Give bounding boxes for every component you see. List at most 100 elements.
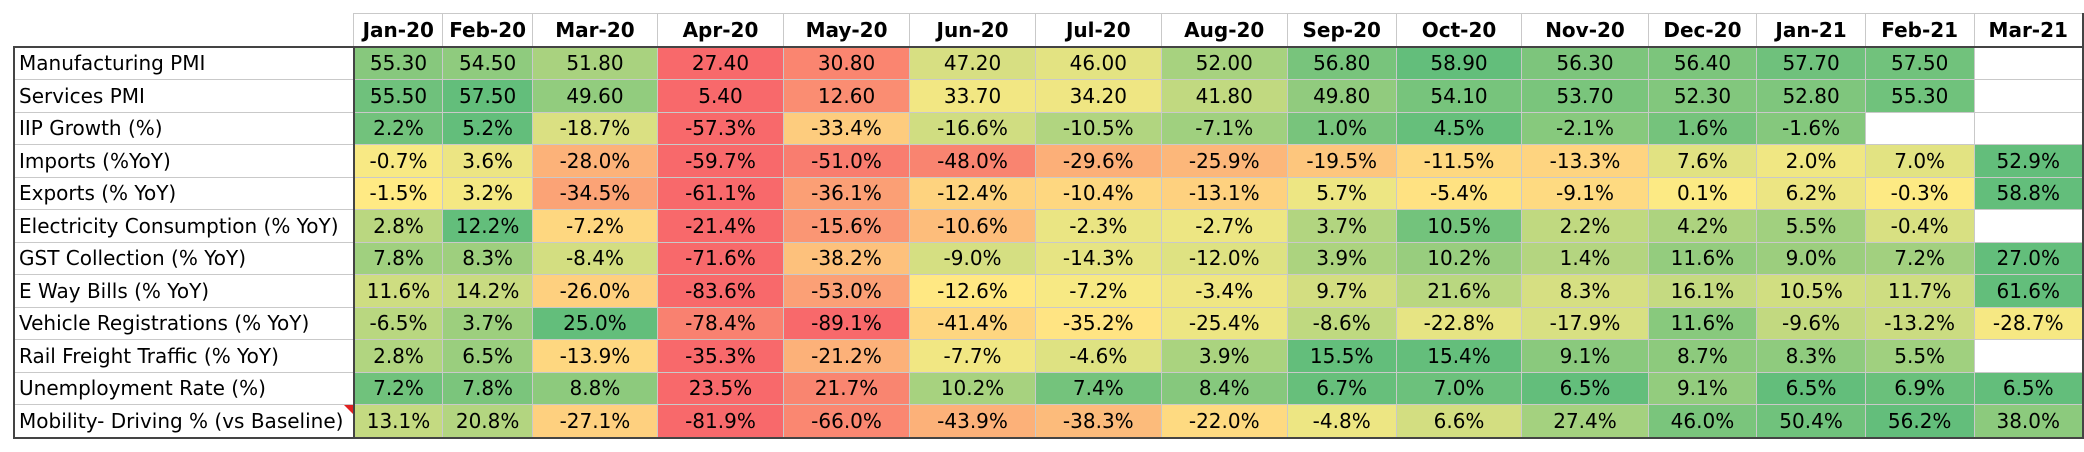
table-cell[interactable]: -14.3% [1034, 241, 1162, 275]
table-cell[interactable]: 57.50 [442, 79, 533, 113]
table-cell[interactable]: 46.00 [1034, 46, 1162, 80]
table-cell[interactable]: 51.80 [531, 46, 659, 80]
table-cell[interactable]: -59.7% [657, 144, 784, 178]
table-cell[interactable]: 5.5% [1864, 339, 1975, 373]
table-cell[interactable]: 5.7% [1286, 176, 1397, 210]
table-cell[interactable]: 6.2% [1756, 176, 1866, 210]
table-cell[interactable]: 9.1% [1521, 339, 1649, 373]
table-cell[interactable]: 53.70 [1521, 79, 1649, 113]
table-cell[interactable]: 34.20 [1034, 79, 1162, 113]
table-cell[interactable]: -61.1% [657, 176, 784, 210]
table-cell[interactable]: -3.4% [1160, 274, 1288, 308]
table-cell[interactable]: -16.6% [909, 111, 1036, 145]
table-cell[interactable]: -28.7% [1973, 306, 2084, 340]
table-cell[interactable]: 58.90 [1395, 46, 1523, 80]
table-cell[interactable]: -25.9% [1160, 144, 1288, 178]
table-cell[interactable]: 46.0% [1647, 404, 1758, 439]
row-label[interactable]: E Way Bills (% YoY) [13, 274, 355, 308]
table-cell[interactable]: 25.0% [531, 306, 659, 340]
table-cell[interactable]: 7.6% [1647, 144, 1758, 178]
table-cell[interactable]: -33.4% [782, 111, 911, 145]
table-cell[interactable]: 3.2% [442, 176, 533, 210]
table-cell[interactable]: 11.6% [1647, 306, 1758, 340]
table-cell[interactable]: -22.8% [1395, 306, 1523, 340]
table-cell[interactable]: 23.5% [657, 371, 784, 405]
table-cell[interactable]: 10.2% [909, 371, 1036, 405]
table-cell[interactable]: 61.6% [1973, 274, 2084, 308]
table-cell[interactable]: 5.5% [1756, 209, 1866, 243]
table-cell[interactable]: -26.0% [531, 274, 659, 308]
table-cell[interactable]: 27.4% [1521, 404, 1649, 439]
table-cell[interactable]: -89.1% [782, 306, 911, 340]
row-label[interactable]: Unemployment Rate (%) [13, 371, 355, 405]
table-cell[interactable]: 52.80 [1756, 79, 1866, 113]
table-cell[interactable]: 7.0% [1864, 144, 1975, 178]
table-cell[interactable]: 10.2% [1395, 241, 1523, 275]
table-cell[interactable]: 1.6% [1647, 111, 1758, 145]
row-label[interactable]: Manufacturing PMI [13, 46, 355, 80]
table-cell[interactable]: 7.8% [353, 241, 444, 275]
table-cell[interactable]: -10.5% [1034, 111, 1162, 145]
table-cell[interactable]: 56.30 [1521, 46, 1649, 80]
table-cell[interactable]: 15.5% [1286, 339, 1397, 373]
table-cell[interactable]: -15.6% [782, 209, 911, 243]
table-cell[interactable]: -25.4% [1160, 306, 1288, 340]
table-cell[interactable]: -1.5% [353, 176, 444, 210]
table-cell[interactable]: 12.60 [782, 79, 911, 113]
table-cell[interactable]: -41.4% [909, 306, 1036, 340]
table-cell[interactable]: 57.70 [1756, 46, 1866, 80]
row-label[interactable]: Electricity Consumption (% YoY) [13, 209, 355, 243]
table-cell[interactable]: -5.4% [1395, 176, 1523, 210]
table-cell[interactable]: -0.7% [353, 144, 444, 178]
table-cell[interactable]: 38.0% [1973, 404, 2084, 439]
column-header-jan-21[interactable]: Jan-21 [1756, 13, 1866, 48]
column-header-sep-20[interactable]: Sep-20 [1286, 13, 1397, 48]
table-cell[interactable]: 8.3% [1521, 274, 1649, 308]
table-cell[interactable]: 54.10 [1395, 79, 1523, 113]
table-cell[interactable]: 54.50 [442, 46, 533, 80]
table-cell[interactable]: 56.2% [1864, 404, 1975, 439]
table-cell[interactable]: 8.3% [442, 241, 533, 275]
table-cell[interactable]: 6.5% [1973, 371, 2084, 405]
table-cell[interactable]: -18.7% [531, 111, 659, 145]
table-cell[interactable]: 6.6% [1395, 404, 1523, 439]
table-cell[interactable]: 8.8% [531, 371, 659, 405]
table-cell[interactable]: -7.2% [531, 209, 659, 243]
table-cell[interactable] [1973, 111, 2084, 145]
table-cell[interactable]: -13.1% [1160, 176, 1288, 210]
table-cell[interactable]: -29.6% [1034, 144, 1162, 178]
table-cell[interactable]: -35.3% [657, 339, 784, 373]
table-cell[interactable]: 10.5% [1395, 209, 1523, 243]
row-label[interactable]: Rail Freight Traffic (% YoY) [13, 339, 355, 373]
column-header-aug-20[interactable]: Aug-20 [1160, 13, 1288, 48]
table-cell[interactable]: 10.5% [1756, 274, 1866, 308]
table-cell[interactable]: 7.4% [1034, 371, 1162, 405]
table-cell[interactable]: 2.0% [1756, 144, 1866, 178]
table-cell[interactable]: 33.70 [909, 79, 1036, 113]
table-cell[interactable]: 7.8% [442, 371, 533, 405]
table-cell[interactable]: 30.80 [782, 46, 911, 80]
table-cell[interactable]: 14.2% [442, 274, 533, 308]
table-cell[interactable]: 52.30 [1647, 79, 1758, 113]
table-cell[interactable]: 2.8% [353, 339, 444, 373]
table-cell[interactable]: -51.0% [782, 144, 911, 178]
table-cell[interactable] [1973, 209, 2084, 243]
table-cell[interactable]: -9.1% [1521, 176, 1649, 210]
table-cell[interactable]: 1.4% [1521, 241, 1649, 275]
table-cell[interactable]: -12.0% [1160, 241, 1288, 275]
table-cell[interactable]: -2.1% [1521, 111, 1649, 145]
table-cell[interactable]: 56.40 [1647, 46, 1758, 80]
table-cell[interactable]: -21.2% [782, 339, 911, 373]
table-cell[interactable]: -4.8% [1286, 404, 1397, 439]
table-cell[interactable]: 6.7% [1286, 371, 1397, 405]
table-cell[interactable]: 50.4% [1756, 404, 1866, 439]
row-label[interactable]: Mobility- Driving % (vs Baseline) [13, 404, 355, 439]
column-header-mar-20[interactable]: Mar-20 [531, 13, 659, 48]
row-label[interactable]: GST Collection (% YoY) [13, 241, 355, 275]
table-cell[interactable]: -9.0% [909, 241, 1036, 275]
table-cell[interactable]: 7.2% [353, 371, 444, 405]
row-label[interactable]: Imports (%YoY) [13, 144, 355, 178]
table-cell[interactable]: -0.3% [1864, 176, 1975, 210]
table-cell[interactable]: 2.2% [1521, 209, 1649, 243]
table-cell[interactable]: 20.8% [442, 404, 533, 439]
